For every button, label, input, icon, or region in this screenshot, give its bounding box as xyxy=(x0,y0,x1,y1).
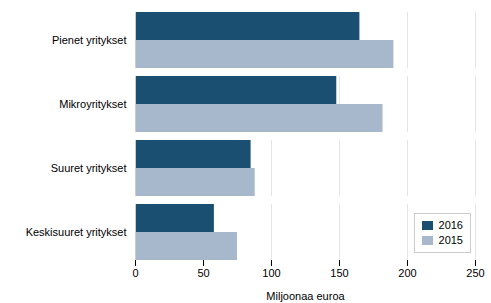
svg-text:Suuret yritykset: Suuret yritykset xyxy=(51,162,127,174)
svg-text:Miljoonaa euroa: Miljoonaa euroa xyxy=(266,290,345,302)
svg-text:100: 100 xyxy=(262,267,280,279)
svg-text:Mikroyritykset: Mikroyritykset xyxy=(59,98,126,110)
svg-text:Keskisuuret yritykset: Keskisuuret yritykset xyxy=(26,226,127,238)
svg-text:0: 0 xyxy=(132,267,138,279)
svg-text:200: 200 xyxy=(398,267,416,279)
svg-text:50: 50 xyxy=(197,267,209,279)
svg-text:Pienet yritykset: Pienet yritykset xyxy=(52,34,127,46)
html-text:2015: 2015 xyxy=(438,234,463,246)
svg-text:150: 150 xyxy=(330,267,348,279)
html-text:2016: 2016 xyxy=(438,219,463,231)
svg-text:250: 250 xyxy=(466,267,484,279)
